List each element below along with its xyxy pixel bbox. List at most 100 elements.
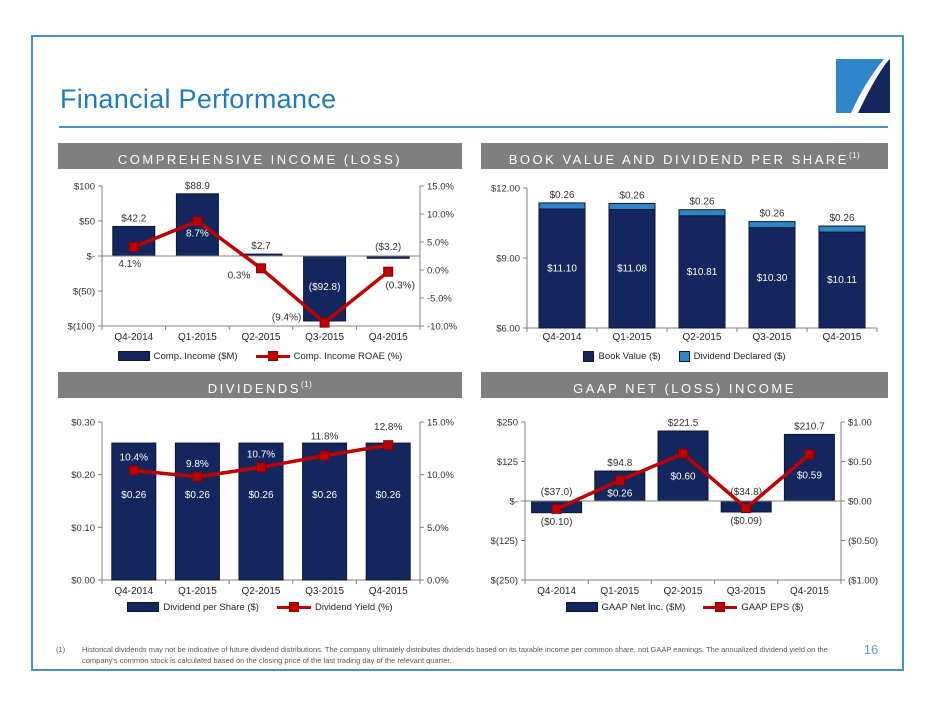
svg-text:$(125): $(125) <box>491 536 518 547</box>
svg-text:(9.4%): (9.4%) <box>272 313 301 324</box>
panel-header-comprehensive-income: COMPREHENSIVE INCOME (LOSS) <box>58 143 462 169</box>
svg-text:$0.26: $0.26 <box>248 490 273 501</box>
legend-bar-swatch-icon <box>117 351 150 361</box>
panel-title: DIVIDENDS <box>207 381 301 396</box>
svg-text:Q1-2015: Q1-2015 <box>600 586 639 597</box>
svg-text:$9.00: $9.00 <box>496 254 520 265</box>
svg-text:$2.7: $2.7 <box>251 241 271 252</box>
legend-item: Dividend per Share ($) <box>127 602 259 613</box>
svg-text:$(50): $(50) <box>73 287 95 298</box>
svg-text:$0.20: $0.20 <box>71 470 95 481</box>
svg-text:8.7%: 8.7% <box>186 228 209 239</box>
svg-text:Q1-2015: Q1-2015 <box>178 332 217 343</box>
svg-text:$0.26: $0.26 <box>619 190 644 201</box>
svg-text:$12.00: $12.00 <box>491 184 520 195</box>
footnote: (1) Historical dividends may not be indi… <box>56 644 840 667</box>
legend-item: Book Value ($) <box>583 350 661 362</box>
panel-book-value-dividend: BOOK VALUE AND DIVIDEND PER SHARE(1) $12… <box>481 143 888 363</box>
svg-text:4.1%: 4.1% <box>118 259 141 270</box>
legend-square-swatch-icon <box>678 350 690 362</box>
legend-gaap-net-income: GAAP Net Inc. ($M) GAAP EPS ($) <box>481 600 888 614</box>
svg-text:($1.00): ($1.00) <box>848 576 878 587</box>
svg-text:$0.50: $0.50 <box>848 457 872 468</box>
svg-text:($0.10): ($0.10) <box>541 517 573 528</box>
svg-text:Q3-2015: Q3-2015 <box>727 586 766 597</box>
legend-line-marker-icon <box>276 602 311 612</box>
svg-text:$1.00: $1.00 <box>848 418 872 429</box>
legend-line-marker-icon <box>703 602 738 612</box>
svg-text:$42.2: $42.2 <box>121 213 146 224</box>
legend-item: GAAP EPS ($) <box>703 602 803 613</box>
panel-title: GAAP NET (LOSS) INCOME <box>573 381 796 396</box>
chart-dividends: $0.30 $0.20 $0.10 $0.00 15.0% 10.0% 5.0% 0.0% $0… <box>58 402 462 600</box>
footnote-text: Historical dividends may not be indicati… <box>82 645 828 666</box>
legend-label: Comp. Income ($M) <box>153 350 238 362</box>
svg-text:9.8%: 9.8% <box>186 459 209 470</box>
svg-text:$94.8: $94.8 <box>607 458 632 469</box>
svg-text:$6.00: $6.00 <box>496 324 520 335</box>
svg-text:$0.00: $0.00 <box>71 576 95 587</box>
svg-text:Q4-2015: Q4-2015 <box>369 332 408 343</box>
svg-text:($34.8): ($34.8) <box>730 487 762 498</box>
svg-text:$0.59: $0.59 <box>797 470 822 481</box>
panel-comprehensive-income: COMPREHENSIVE INCOME (LOSS) $100 $50 $- $(5… <box>58 143 462 363</box>
legend-label: Dividend Yield (%) <box>314 601 393 613</box>
svg-text:Q3-2015: Q3-2015 <box>305 332 344 343</box>
legend-label: Dividend per Share ($) <box>163 601 259 613</box>
legend-label: GAAP Net Inc. ($M) <box>601 601 686 613</box>
title-divider <box>59 126 888 128</box>
svg-text:$210.7: $210.7 <box>794 421 825 432</box>
panel-header-dividends: DIVIDENDS(1) <box>58 372 462 398</box>
svg-text:$10.30: $10.30 <box>757 273 788 284</box>
svg-text:$221.5: $221.5 <box>668 418 699 429</box>
chart-book-value-dividend: $12.00 $9.00 $6.00 $11.10 $11.08 $10.81 $10.30… <box>481 173 888 349</box>
svg-text:$0.00: $0.00 <box>848 497 872 508</box>
legend-item: GAAP Net Inc. ($M) <box>565 601 686 613</box>
svg-text:10.0%: 10.0% <box>427 210 454 221</box>
svg-text:0.0%: 0.0% <box>427 266 449 277</box>
svg-text:Q4-2014: Q4-2014 <box>543 332 582 343</box>
panel-gaap-net-income: GAAP NET (LOSS) INCOME $250 $125 $- $(125) $… <box>481 372 888 614</box>
svg-text:($92.8): ($92.8) <box>309 282 341 293</box>
svg-text:$(250): $(250) <box>491 576 518 587</box>
svg-text:0.3%: 0.3% <box>228 270 251 281</box>
chart-gaap-net-income: $250 $125 $- $(125) $(250) $1.00 $0.50 $0.00 ($0… <box>481 402 888 600</box>
panel-title-superscript: (1) <box>848 151 861 160</box>
svg-text:$11.08: $11.08 <box>617 264 647 275</box>
svg-text:$(100): $(100) <box>68 322 95 333</box>
svg-text:$0.26: $0.26 <box>607 488 632 499</box>
svg-text:$0.26: $0.26 <box>121 490 146 501</box>
svg-text:($3.2): ($3.2) <box>375 242 401 253</box>
svg-text:$88.9: $88.9 <box>185 181 210 192</box>
svg-text:Q4-2015: Q4-2015 <box>790 586 829 597</box>
legend-item: Dividend Declared ($) <box>678 350 786 362</box>
panel-title-superscript: (1) <box>301 380 313 389</box>
svg-text:$0.26: $0.26 <box>549 190 574 201</box>
svg-text:($0.50): ($0.50) <box>848 536 878 547</box>
svg-text:(0.3%): (0.3%) <box>385 281 414 292</box>
svg-text:5.0%: 5.0% <box>427 523 449 534</box>
svg-text:Q1-2015: Q1-2015 <box>613 332 652 343</box>
svg-text:15.0%: 15.0% <box>427 182 454 193</box>
svg-text:$0.26: $0.26 <box>759 209 784 220</box>
legend-label: Comp. Income ROAE (%) <box>293 350 403 362</box>
svg-text:$0.26: $0.26 <box>376 490 401 501</box>
legend-book-value-dividend: Book Value ($) Dividend Declared ($) <box>481 349 888 363</box>
legend-label: Dividend Declared ($) <box>693 350 786 362</box>
panel-header-book-value: BOOK VALUE AND DIVIDEND PER SHARE(1) <box>481 143 888 169</box>
svg-text:Q3-2015: Q3-2015 <box>753 332 792 343</box>
svg-text:$0.10: $0.10 <box>71 523 95 534</box>
svg-text:0.0%: 0.0% <box>427 576 449 587</box>
svg-text:10.7%: 10.7% <box>247 449 275 460</box>
svg-text:5.0%: 5.0% <box>427 238 449 249</box>
svg-text:Q2-2015: Q2-2015 <box>242 586 281 597</box>
svg-text:($37.0): ($37.0) <box>541 487 573 498</box>
svg-text:$250: $250 <box>497 418 518 429</box>
svg-text:$50: $50 <box>79 217 95 228</box>
svg-text:Q1-2015: Q1-2015 <box>178 586 217 597</box>
legend-line-marker-icon <box>255 351 290 361</box>
svg-text:10.4%: 10.4% <box>120 452 148 463</box>
panel-title: COMPREHENSIVE INCOME (LOSS) <box>117 152 403 167</box>
svg-text:$100: $100 <box>74 182 95 193</box>
